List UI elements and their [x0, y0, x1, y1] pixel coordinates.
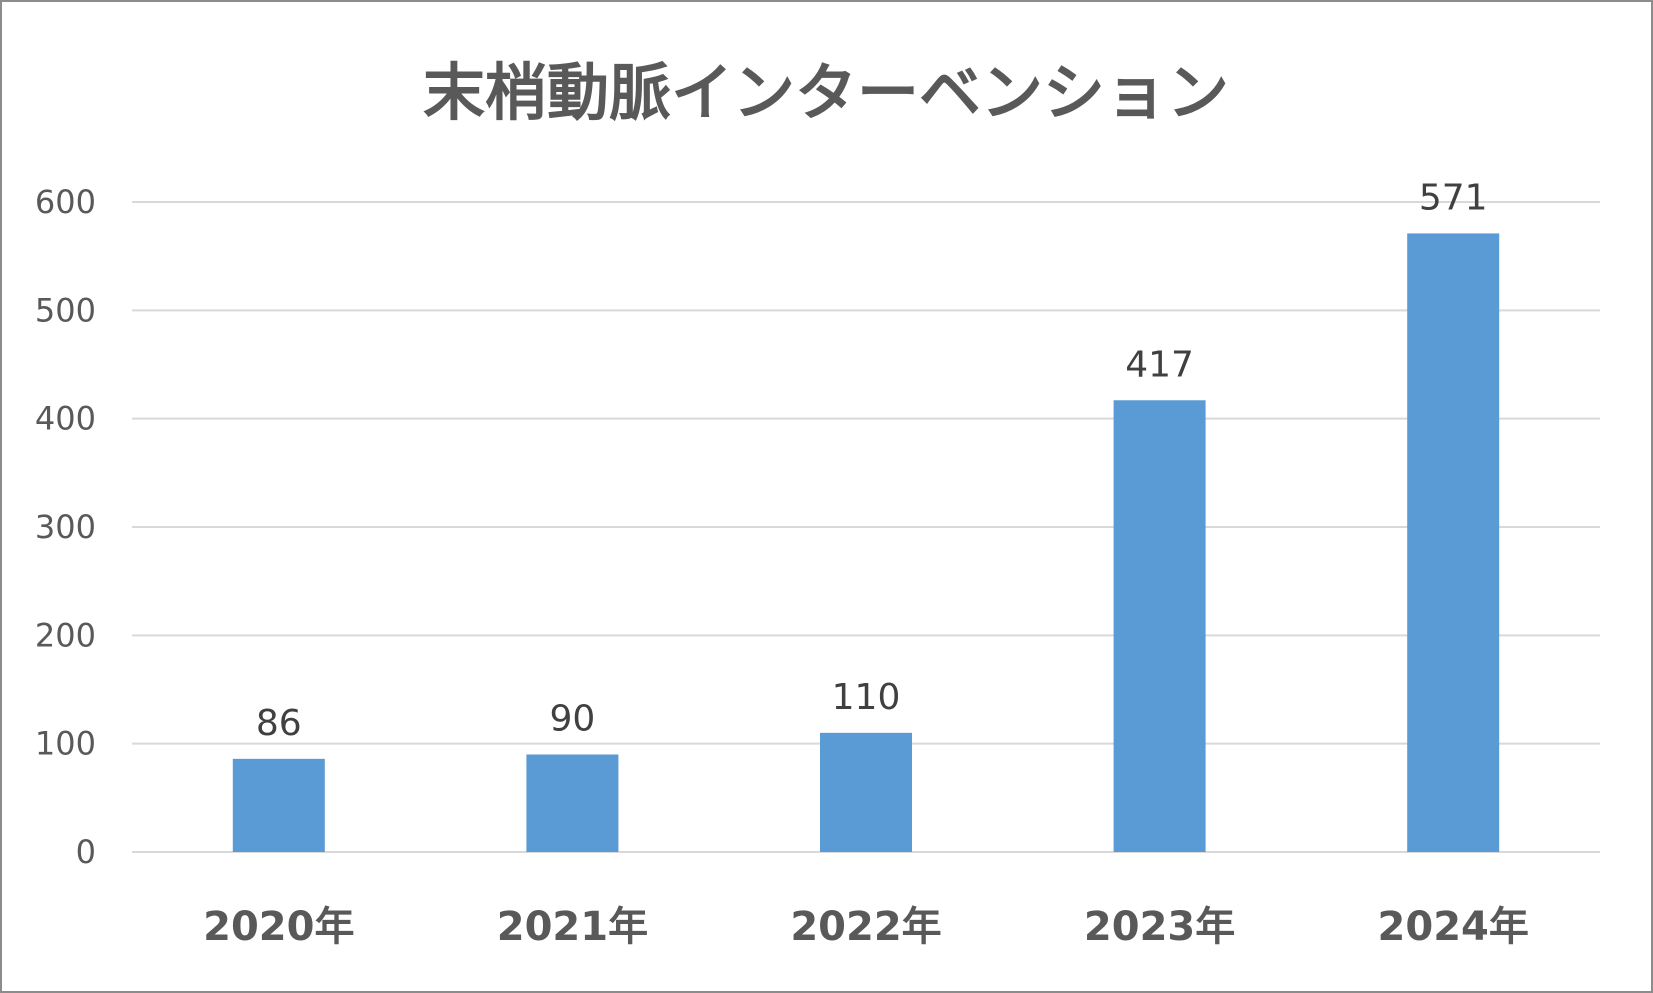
data-label: 90 — [549, 699, 595, 740]
bar — [1407, 233, 1500, 852]
data-label: 417 — [1125, 344, 1194, 385]
bar — [820, 732, 912, 852]
data-label: 110 — [832, 677, 901, 718]
x-tick-label: 2020年 — [203, 904, 354, 950]
bar — [232, 758, 325, 852]
x-tick-label: 2022年 — [790, 904, 941, 950]
gridlines — [132, 201, 1600, 853]
data-label: 86 — [256, 703, 302, 744]
y-tick-label: 100 — [35, 725, 96, 763]
y-axis-ticks: 0 100 200 300 400 500 600 — [35, 183, 96, 871]
y-tick-label: 400 — [35, 400, 96, 438]
y-tick-label: 500 — [35, 291, 96, 329]
y-tick-label: 0 — [76, 833, 96, 871]
chart-title: 末梢動脈インターベンション — [423, 56, 1229, 129]
x-tick-label: 2021年 — [497, 904, 648, 950]
bar — [1113, 400, 1206, 852]
x-axis-ticks: 2020年 2021年 2022年 2023年 2024年 — [203, 904, 1529, 950]
data-labels: 86 90 110 417 571 — [256, 177, 1488, 743]
y-tick-label: 200 — [35, 616, 96, 654]
bar — [526, 754, 619, 852]
x-tick-label: 2024年 — [1378, 904, 1529, 950]
y-tick-label: 300 — [35, 508, 96, 546]
x-tick-label: 2023年 — [1084, 904, 1235, 950]
y-tick-label: 600 — [35, 183, 96, 221]
bars — [232, 233, 1500, 852]
data-label: 571 — [1419, 177, 1488, 218]
